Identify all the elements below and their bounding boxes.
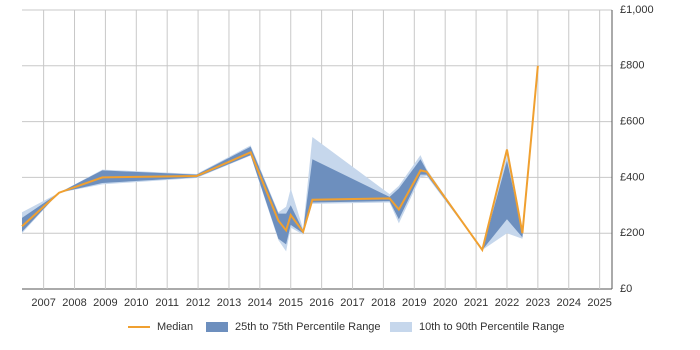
y-tick-label: £800 [620,60,644,72]
x-tick-label: 2025 [587,297,611,309]
x-tick-label: 2018 [371,297,395,309]
x-tick-label: 2011 [155,297,179,309]
x-tick-label: 2013 [217,297,241,309]
x-tick-label: 2007 [31,297,55,309]
y-tick-label: £1,000 [620,4,654,16]
y-tick-label: £0 [620,283,632,295]
x-tick-label: 2008 [62,297,86,309]
legend-label: 10th to 90th Percentile Range [419,321,565,333]
y-tick-label: £400 [620,171,644,183]
x-tick-label: 2021 [464,297,488,309]
median-line [21,65,539,253]
x-tick-label: 2009 [93,297,117,309]
legend-swatch [206,322,228,332]
x-tick-label: 2015 [279,297,303,309]
x-tick-label: 2017 [340,297,364,309]
x-tick-label: 2020 [433,297,457,309]
x-tick-label: 2014 [248,297,272,309]
x-tick-label: 2016 [309,297,333,309]
x-tick-label: 2019 [402,297,426,309]
legend-swatch [390,322,412,332]
x-tick-label: 2024 [557,297,581,309]
legend-label: Median [157,321,193,333]
legend-label: 25th to 75th Percentile Range [235,321,381,333]
x-tick-label: 2023 [526,297,550,309]
y-tick-label: £600 [620,116,644,128]
x-tick-label: 2022 [495,297,519,309]
x-tick-label: 2012 [186,297,210,309]
x-tick-label: 2010 [124,297,148,309]
y-tick-label: £200 [620,227,644,239]
